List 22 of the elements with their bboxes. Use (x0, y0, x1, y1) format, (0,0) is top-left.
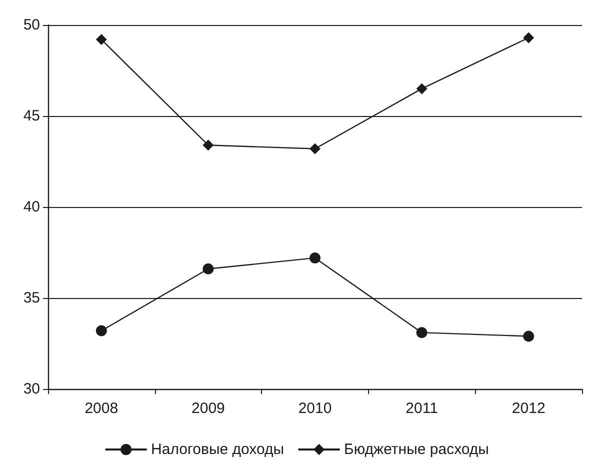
point (416, 327, 428, 338)
x-tick-label: 2009 (192, 400, 225, 417)
point (310, 252, 320, 264)
point (416, 83, 428, 94)
point (310, 143, 320, 154)
x-tick-label: 2010 (298, 400, 332, 417)
x-tick-label: 2012 (512, 400, 546, 417)
y-tick-label: 30 (23, 380, 40, 398)
x-tick-label: 2011 (406, 400, 438, 417)
y-tick-label: 50 (23, 16, 40, 34)
point (202, 263, 214, 274)
point (523, 330, 534, 342)
point (202, 140, 214, 151)
point (96, 325, 107, 336)
legend-label: Бюджетные расходы (344, 441, 489, 458)
point (523, 32, 534, 44)
y-tick-label: 45 (23, 108, 40, 124)
y-tick-label: 40 (23, 198, 40, 216)
legend-label: Налоговые доходы (151, 441, 284, 458)
y-tick-label: 35 (23, 290, 40, 306)
point (96, 34, 107, 46)
x-tick-label: 2008 (84, 400, 118, 417)
